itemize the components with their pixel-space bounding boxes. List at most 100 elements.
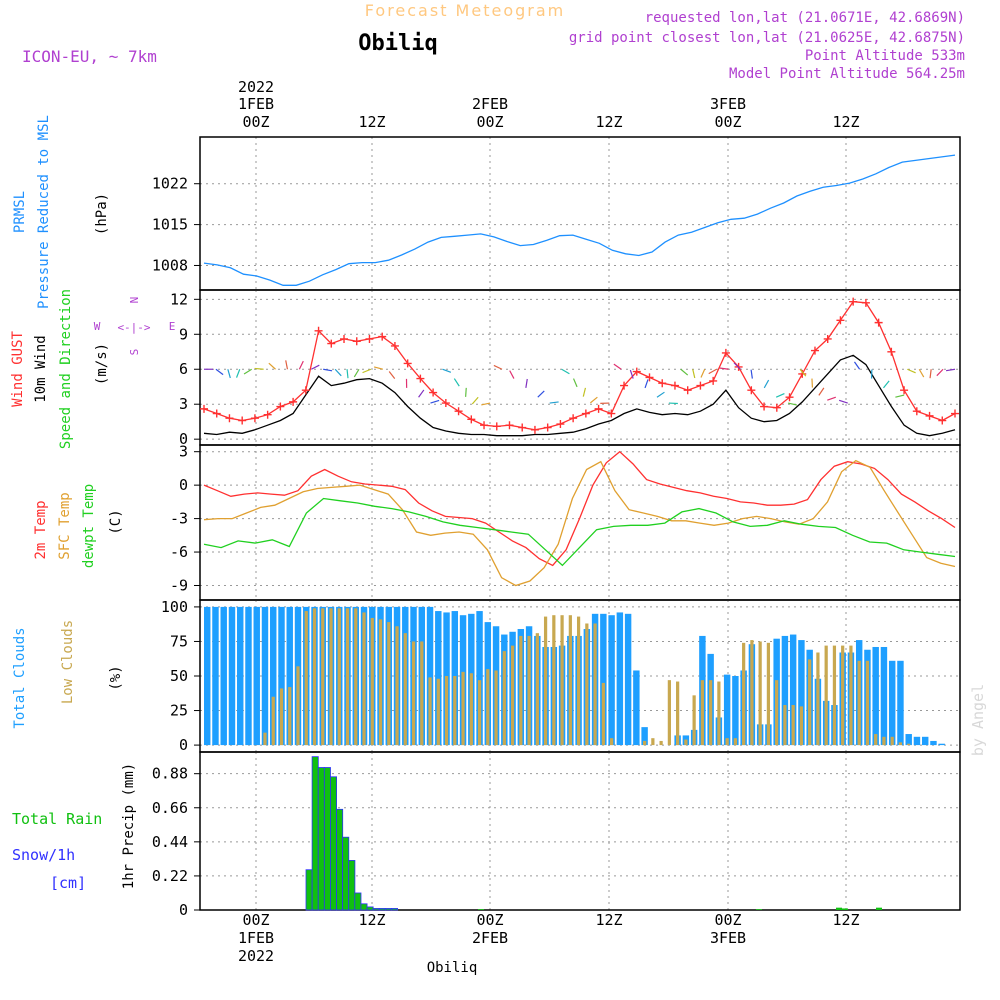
gust-marker [301, 386, 310, 395]
rain-bar [384, 908, 392, 911]
gust-marker [390, 341, 399, 350]
bottom-time-label: 00Z [242, 911, 269, 929]
wind-arrow [549, 401, 559, 404]
y-tick-label: 0.22 [152, 867, 188, 885]
low-cloud-bar [395, 626, 399, 746]
wind-arrow [334, 368, 342, 377]
wind-arrow [907, 368, 916, 374]
low-cloud-bar [667, 680, 671, 746]
total-cloud-bar [426, 606, 434, 746]
gust-marker [276, 402, 285, 411]
low-cloud-bar [758, 641, 762, 746]
rain-bar [876, 907, 882, 910]
low-cloud-bar [494, 670, 498, 746]
low-cloud-bar [601, 682, 605, 746]
wind-arrow [936, 368, 944, 377]
wind-arrow [442, 368, 452, 373]
y-tick-label: 9 [179, 325, 188, 343]
gust-marker [900, 386, 909, 395]
total-cloud-bar [789, 634, 797, 746]
low-cloud-bar [808, 659, 812, 746]
rain-bar [317, 767, 325, 911]
y-tick-label: 1015 [152, 216, 188, 234]
rain-bar [336, 808, 344, 911]
low-cloud-bar [783, 705, 787, 746]
wind-arrow [346, 369, 349, 379]
gust-marker [505, 421, 514, 430]
gust-marker [810, 346, 819, 355]
rain-bar [372, 908, 380, 911]
low-cloud-bar [271, 696, 275, 746]
watermark: by Angel [969, 684, 987, 756]
low-cloud-bar [288, 687, 292, 746]
total-cloud-bar [897, 660, 904, 746]
compass-east: E [169, 320, 176, 333]
wind-arrow [572, 378, 578, 388]
y-tick-label: 25 [170, 702, 188, 720]
wind-arrow [895, 394, 905, 398]
low-cloud-bar [816, 652, 820, 746]
wind-arrow [750, 369, 753, 379]
wind-compass-legend: N S W E <-|-> [94, 297, 176, 356]
wind-arrow [285, 360, 289, 370]
low-cloud-bar [766, 642, 771, 746]
gust-marker [289, 397, 298, 406]
y-tick-label: 0 [179, 430, 188, 448]
low-cloud-bar [709, 680, 713, 746]
label-celsius: (C) [108, 509, 124, 534]
low-cloud-bar [742, 642, 746, 746]
precip-panel [199, 751, 961, 911]
total-cloud-bar [286, 606, 293, 746]
wind-arrow [838, 399, 848, 404]
gust-marker [556, 420, 565, 429]
total-cloud-bar [798, 640, 805, 746]
wind-arrow [298, 360, 304, 370]
label-low-clouds: Low Clouds [60, 620, 76, 704]
label-percent: (%) [108, 665, 124, 690]
low-cloud-bar [428, 677, 432, 746]
location-title: Obiliq [358, 31, 437, 56]
gust-marker [454, 407, 463, 416]
gust-marker [874, 318, 883, 327]
label-total-rain: Total Rain [12, 810, 102, 828]
total-cloud-bar [938, 743, 945, 746]
low-cloud-bar [337, 608, 341, 746]
y-tick-label: 75 [170, 632, 188, 650]
total-cloud-bar [880, 646, 888, 746]
y-tick-label: 0 [179, 901, 188, 919]
low-cloud-bar [453, 676, 457, 746]
low-cloud-bar [865, 660, 870, 746]
low-cloud-bar [733, 738, 738, 746]
wind-arrow [613, 363, 622, 370]
top-time-label: 12Z [595, 113, 622, 131]
wind-arrow [883, 380, 890, 389]
wind-arrow [388, 371, 396, 379]
low-cloud-bar [329, 608, 333, 746]
low-cloud-bar [296, 666, 300, 746]
low-cloud-bar [370, 617, 374, 746]
gust-marker [238, 416, 247, 425]
label-10m-wind: 10m Wind [33, 335, 49, 402]
gust-marker [225, 414, 234, 423]
gust-marker [263, 410, 272, 419]
low-cloud-bar [799, 706, 804, 746]
wind-arrow [362, 368, 372, 374]
total-cloud-bar [888, 660, 896, 746]
gust-marker [785, 393, 794, 402]
gust-marker [200, 404, 208, 413]
wind-arrow [311, 364, 320, 370]
bottom-day-label-3: 3FEB [710, 929, 746, 947]
gust-line [203, 301, 956, 431]
gust-marker [480, 421, 489, 430]
low-cloud-bar [486, 669, 490, 746]
wind-arrow [827, 396, 836, 401]
top-day-label-1: 1FEB [238, 95, 274, 113]
gust-marker [861, 298, 870, 307]
gust-marker [340, 334, 349, 343]
wind-arrow [590, 396, 598, 404]
wind-arrow [525, 378, 528, 388]
footer-location: Obiliq [427, 960, 478, 976]
low-cloud-bar [676, 681, 680, 746]
low-cloud-bar [585, 623, 589, 746]
